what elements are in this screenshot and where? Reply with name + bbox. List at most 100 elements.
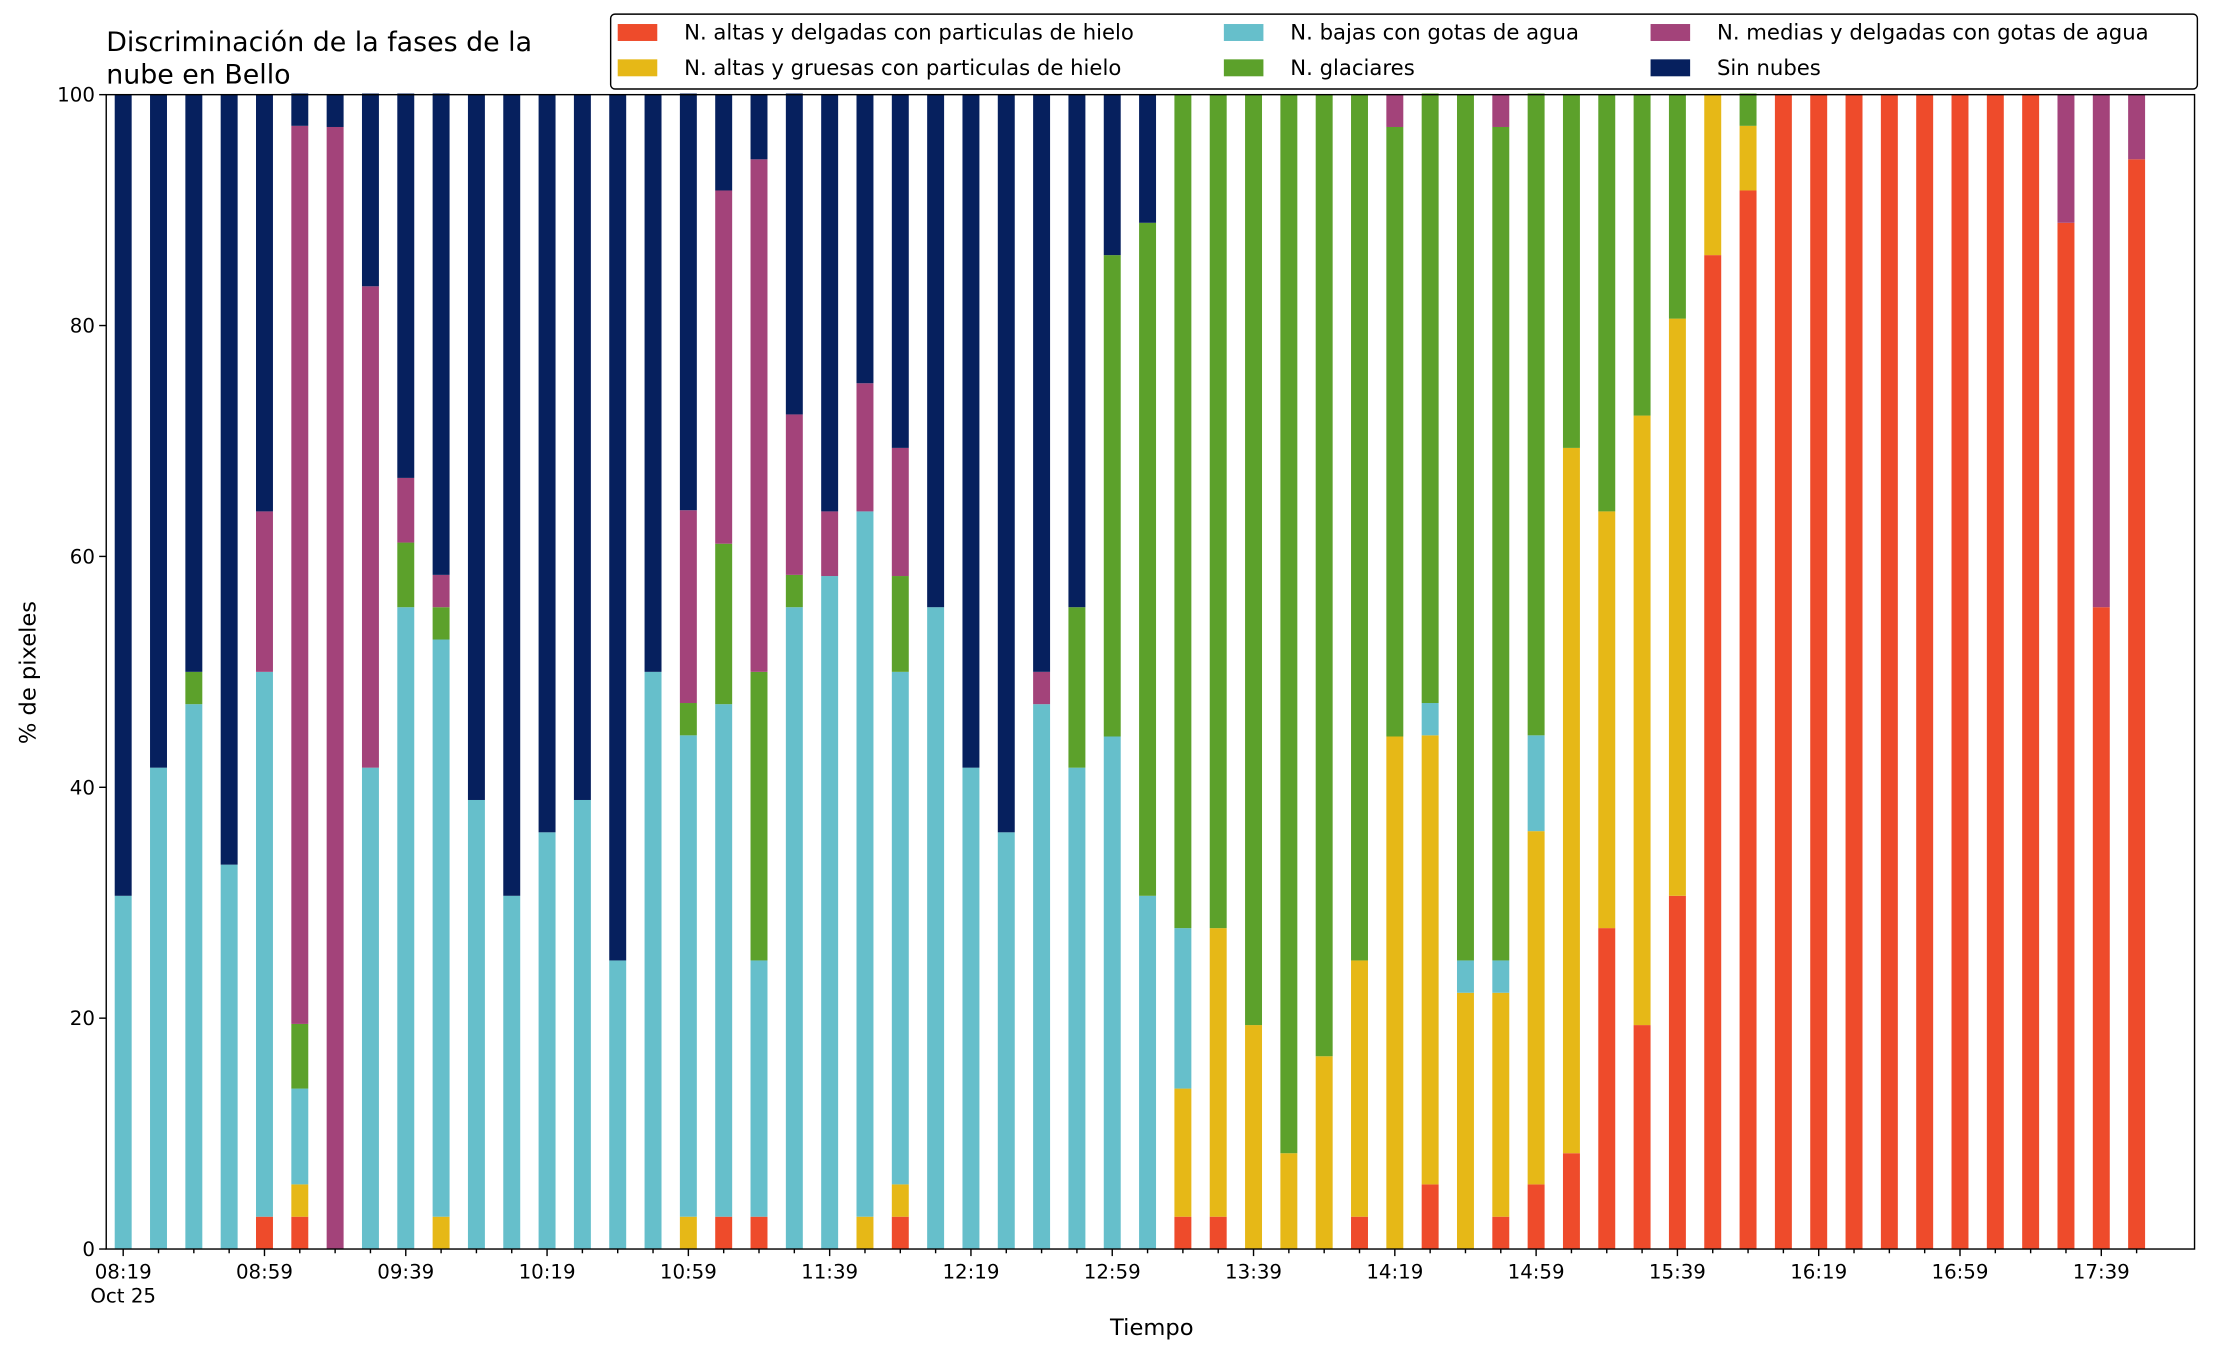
bar-segment [397,607,415,1250]
bar-segment [750,960,768,1217]
bar-segment [573,799,591,1250]
bar-segment [573,94,591,800]
bar-segment [1280,1153,1298,1250]
x-tick-label: 10:19 [519,1261,576,1284]
bar-segment [715,94,733,191]
bar-segment [715,704,733,1217]
bar-segment [891,576,909,672]
bar-segment [1951,94,1969,1250]
y-tick-label: 40 [70,776,95,799]
bar-segment [891,1184,909,1217]
bar-segment [1633,1025,1651,1250]
bar-segment [1386,736,1404,1250]
bar-segment [1880,94,1898,1250]
bar-segment [679,510,697,704]
bar-segment [503,895,521,1250]
bar-segment [1139,222,1157,896]
bar-segment [750,94,768,160]
legend-swatch [1650,24,1691,41]
bar-segment [432,607,450,640]
x-tick-label: 14:19 [1366,1261,1423,1284]
y-tick-label: 80 [70,315,95,338]
bar-segment [715,1216,733,1250]
bar-segment [609,94,627,961]
bar-segment [1033,704,1051,1250]
x-tick-label: 10:59 [660,1261,717,1284]
bar-segment [1103,736,1121,1250]
bar-segment [1492,1216,1510,1250]
bar-segment [1174,1216,1192,1250]
bar-segment [997,94,1015,833]
x-tick-label: 16:19 [1790,1261,1847,1284]
bar-segment [185,704,203,1250]
bar-segment [361,286,379,768]
bar-segment [256,511,273,672]
bar-segment [927,94,945,608]
bar-segment [1421,735,1439,1185]
bar-segment [1598,928,1616,1250]
bar-segment [1421,1184,1439,1250]
y-tick-label: 60 [70,545,95,568]
bar-segment [150,767,167,1250]
bar-segment [2057,222,2075,1250]
bar-segment [1351,1216,1368,1250]
bar-segment [1633,94,1651,416]
legend-label: N. glaciares [1290,55,1414,80]
bar-segment [1562,1153,1580,1250]
bar-segment [1492,992,1510,1217]
bar-segment [1209,94,1227,929]
bar-segment [432,574,450,608]
bar-segment [291,1184,309,1217]
bar-segment [397,542,415,608]
bar-segment [856,94,874,384]
bar-segment [1810,94,1828,1250]
bar-segment [2092,607,2110,1250]
bar-segment [1174,928,1192,1089]
y-axis-label: % de pixeles [16,601,42,744]
bar-segment [114,94,132,896]
bar-segment [1174,1088,1192,1217]
bar-segment [1916,94,1934,1250]
x-tick-label: 08:59 [236,1261,293,1284]
bar-segment [891,1216,909,1250]
bar-segment [1068,94,1086,608]
bar-segment [1668,318,1686,896]
bar-segment [1209,1216,1227,1250]
bar-segment [1845,94,1863,1250]
bar-segment [1492,94,1510,127]
bar-segment [1704,255,1722,1250]
bar-segment [644,671,662,1250]
bar-segment [1421,703,1439,736]
x-tick-label: 12:59 [1084,1261,1141,1284]
bar-segment [679,735,697,1217]
y-tick-label: 20 [70,1007,95,1030]
bar-segment [1068,607,1086,768]
x-tick-label: 09:39 [377,1261,434,1284]
bar-segment [891,447,909,577]
bar-segment [432,93,450,575]
bar-segment [397,93,415,478]
bar-segment [1351,94,1368,961]
bar-segment [609,960,627,1250]
bar-segment [2057,94,2075,223]
bar-segment [821,576,839,1250]
plot-frame [105,93,2196,1250]
chart-title-line: Discriminación de la fases de la [106,27,532,58]
x-tick-label: 12:19 [942,1261,999,1284]
bar-segment [291,1023,309,1089]
bar-segment [1033,671,1051,705]
bar-segment [503,94,521,896]
bar-segment [185,94,203,672]
bar-segment [856,1216,874,1250]
bar-segment [361,767,379,1250]
x-tick-label: 13:39 [1225,1261,1282,1284]
bar-segment [1492,126,1510,961]
bar-segment [256,94,273,512]
x-tick-label: 15:39 [1649,1261,1706,1284]
bar-segment [962,767,980,1250]
bar-segment [220,864,238,1250]
bar-segment [432,1216,450,1250]
bar-segment [291,125,309,1024]
bar-segment [750,159,768,672]
